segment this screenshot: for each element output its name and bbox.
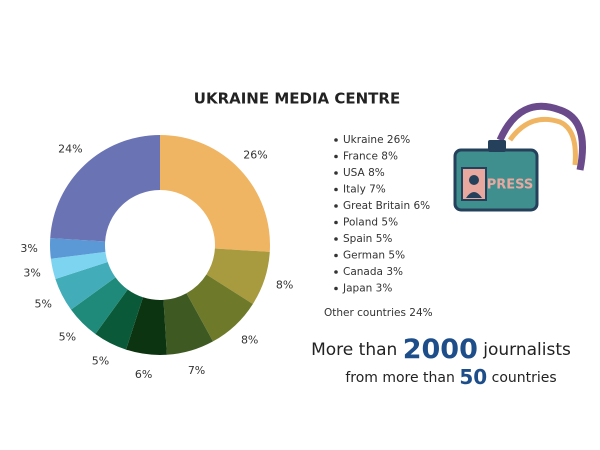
- legend-value: 8%: [368, 167, 385, 179]
- annotation-text: More than: [311, 340, 397, 360]
- legend-bullet: [334, 253, 338, 258]
- chart-title: UKRAINE MEDIA CENTRE: [194, 90, 400, 108]
- legend-bullet: [334, 237, 338, 241]
- annotation-number: 50: [459, 365, 487, 389]
- slice-label: 3%: [23, 267, 40, 280]
- legend-value: 5%: [381, 217, 398, 229]
- legend-name: Spain: [343, 233, 372, 245]
- donut-slice: [186, 274, 253, 342]
- legend-value: 3%: [376, 283, 393, 295]
- donut-slice: [126, 297, 167, 355]
- donut-slice: [71, 277, 128, 334]
- legend-entry: Other countries 24%: [324, 307, 433, 319]
- legend-value: 26%: [387, 134, 410, 146]
- annotation-text: journalists: [482, 340, 571, 360]
- legend-bullet: [334, 220, 338, 225]
- slice-label: 5%: [35, 297, 52, 310]
- legend-entry: Spain 5%: [343, 233, 392, 245]
- legend-bullet: [334, 270, 338, 274]
- legend-name: Other countries: [324, 307, 406, 319]
- annotation: from more than 50 countries: [345, 365, 556, 389]
- legend-bullet: [334, 204, 338, 208]
- legend-value: 5%: [376, 233, 393, 245]
- legend-value: 5%: [388, 250, 405, 262]
- legend-value: 7%: [369, 184, 386, 196]
- legend-entry: Japan 3%: [342, 283, 392, 295]
- legend-entry: USA 8%: [343, 167, 385, 179]
- legend-bullet: [334, 138, 338, 142]
- legend-name: USA: [343, 167, 366, 179]
- legend-entry: Italy 7%: [343, 184, 386, 196]
- slice-label: 5%: [92, 355, 109, 368]
- donut-slice: [50, 134, 161, 242]
- legend-name: Italy: [343, 184, 366, 196]
- annotation-text: countries: [492, 370, 557, 386]
- legend-bullet: [334, 154, 338, 159]
- donut-slice: [50, 251, 108, 279]
- svg-text:PRESS: PRESS: [487, 178, 534, 193]
- donut-slice: [50, 238, 106, 259]
- legend-name: German: [343, 250, 385, 262]
- legend-name: Poland: [343, 217, 378, 229]
- slice-label: 7%: [188, 364, 205, 377]
- annotation-text: from more than: [345, 370, 455, 386]
- annotation: More than 2000 journalists: [311, 334, 571, 365]
- donut-slice: [160, 135, 270, 252]
- donut-slice: [55, 261, 116, 310]
- legend-bullet: [334, 171, 338, 175]
- legend-entry: Canada 3%: [343, 266, 403, 278]
- annotation-number: 2000: [403, 334, 478, 365]
- legend-name: Canada: [343, 266, 383, 278]
- legend-name: Ukraine: [343, 134, 384, 146]
- donut-slice: [95, 289, 144, 350]
- slice-label: 5%: [59, 331, 76, 344]
- slice-label: 8%: [276, 278, 293, 291]
- slice-label: 3%: [20, 242, 37, 255]
- donut-slice: [206, 248, 270, 304]
- legend-value: 6%: [413, 200, 430, 212]
- legend-entry: German 5%: [343, 250, 405, 262]
- legend-entry: Poland 5%: [343, 217, 398, 229]
- slice-label: 24%: [58, 143, 82, 156]
- legend-bullet: [334, 187, 338, 192]
- legend-value: 24%: [409, 307, 432, 319]
- legend-value: 3%: [386, 266, 403, 278]
- legend-name: Japan: [342, 283, 372, 295]
- legend-entry: Ukraine 26%: [343, 134, 410, 146]
- legend-entry: France 8%: [343, 151, 398, 163]
- donut-slice: [163, 293, 213, 355]
- slice-label: 8%: [241, 333, 258, 346]
- legend-name: Great Britain: [343, 200, 410, 212]
- legend-entry: Great Britain 6%: [343, 200, 430, 212]
- slice-label: 6%: [135, 368, 152, 381]
- legend-value: 8%: [381, 151, 398, 163]
- press-badge-icon: PRESS: [453, 102, 586, 212]
- legend-bullet: [334, 286, 338, 291]
- legend-name: France: [343, 151, 378, 163]
- slice-label: 26%: [243, 148, 267, 161]
